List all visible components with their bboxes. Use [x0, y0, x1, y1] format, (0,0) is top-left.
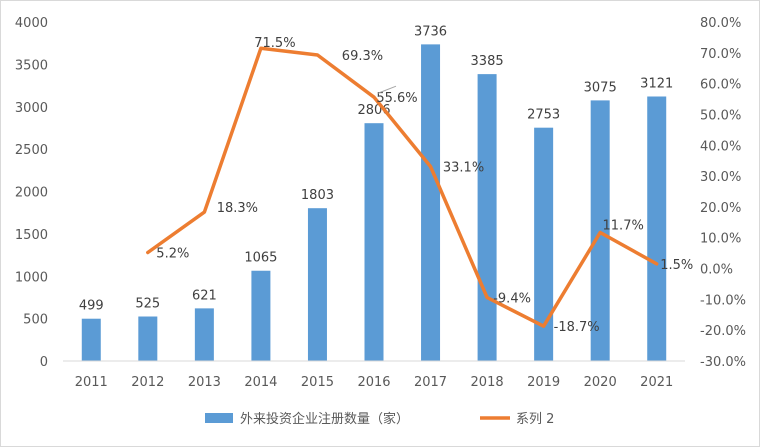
y-left-tick-label: 2000 [15, 186, 48, 201]
bar [477, 74, 497, 361]
data-label-leader [377, 85, 397, 94]
bar-data-label: 3121 [640, 76, 673, 91]
y-left-tick-label: 0 [40, 355, 48, 370]
line-data-label: 69.3% [342, 49, 383, 64]
y-right-tick-label: 80.0% [700, 16, 741, 31]
bar-data-label: 621 [192, 288, 217, 303]
bar-data-label: 499 [79, 299, 104, 314]
bar [194, 308, 214, 361]
x-tick-label: 2018 [471, 375, 504, 390]
bar [647, 96, 667, 362]
line-data-label: 11.7% [603, 218, 644, 233]
line-data-label: 55.6% [376, 91, 417, 106]
bar [251, 270, 271, 361]
x-tick-label: 2021 [640, 375, 673, 390]
bar-data-label: 3385 [471, 54, 504, 69]
line-data-label: 33.1% [443, 161, 484, 176]
x-tick-label: 2013 [188, 375, 221, 390]
line-data-label: 18.3% [217, 201, 258, 216]
line-data-label: -18.7% [554, 320, 600, 335]
bar [534, 127, 554, 361]
bar-data-label: 1803 [301, 188, 334, 203]
bar [307, 208, 327, 361]
x-tick-label: 2015 [301, 375, 334, 390]
line-data-label: 1.5% [660, 258, 693, 273]
y-right-tick-label: -30.0% [700, 355, 746, 370]
y-right-tick-label: 20.0% [700, 201, 741, 216]
y-left-tick-label: 4000 [15, 16, 48, 31]
x-tick-label: 2019 [527, 375, 560, 390]
y-right-tick-label: 0.0% [700, 263, 733, 278]
y-left-tick-label: 1000 [15, 270, 48, 285]
line-data-label: 5.2% [156, 247, 189, 262]
y-right-tick-label: 30.0% [700, 170, 741, 185]
y-left-tick-label: 1500 [15, 228, 48, 243]
bar [364, 123, 384, 361]
x-tick-label: 2016 [357, 375, 390, 390]
y-right-tick-label: 70.0% [700, 47, 741, 62]
y-right-tick-label: -20.0% [700, 324, 746, 339]
x-tick-label: 2017 [414, 375, 447, 390]
line-series [146, 46, 659, 328]
bar-data-label: 525 [135, 297, 160, 312]
y-left-tick-label: 3500 [15, 58, 48, 73]
line-data-label: -9.4% [493, 292, 531, 307]
y-left-tick-label: 3000 [15, 101, 48, 116]
bar-data-label: 3075 [584, 80, 617, 95]
y-right-tick-label: 40.0% [700, 139, 741, 154]
legend-label-bar: 外来投资企业注册数量（家） [240, 411, 409, 427]
y-left-tick-label: 500 [23, 313, 48, 328]
line-data-label: 71.5% [254, 36, 295, 51]
legend-swatch-bar [205, 413, 233, 423]
y-left-tick-label: 2500 [15, 143, 48, 158]
y-right-tick-label: 50.0% [700, 108, 741, 123]
bar-data-label: 3736 [414, 24, 447, 39]
x-tick-label: 2014 [244, 375, 277, 390]
x-tick-label: 2020 [584, 375, 617, 390]
bar-data-label: 2753 [527, 108, 560, 123]
bar-data-label: 1065 [244, 251, 277, 266]
y-right-tick-label: 10.0% [700, 232, 741, 247]
bar [138, 316, 158, 361]
y-right-tick-label: -10.0% [700, 293, 746, 308]
y-right-tick-label: 60.0% [700, 78, 741, 93]
x-tick-label: 2012 [131, 375, 164, 390]
bar [590, 100, 610, 362]
x-tick-label: 2011 [75, 375, 108, 390]
bar [421, 44, 441, 362]
legend-label-line: 系列 2 [516, 412, 554, 427]
bar [81, 318, 101, 361]
